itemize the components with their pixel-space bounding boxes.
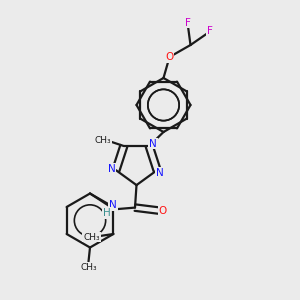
Text: O: O xyxy=(158,206,167,216)
Text: N: N xyxy=(156,168,164,178)
Text: CH₃: CH₃ xyxy=(94,136,111,145)
Text: CH₃: CH₃ xyxy=(80,262,97,272)
Text: CH₃: CH₃ xyxy=(83,232,100,242)
Text: O: O xyxy=(165,52,174,62)
Text: H: H xyxy=(103,208,110,218)
Text: F: F xyxy=(184,17,190,28)
Text: N: N xyxy=(109,200,117,211)
Text: N: N xyxy=(108,164,115,174)
Text: N: N xyxy=(149,139,157,148)
Text: F: F xyxy=(207,26,213,37)
